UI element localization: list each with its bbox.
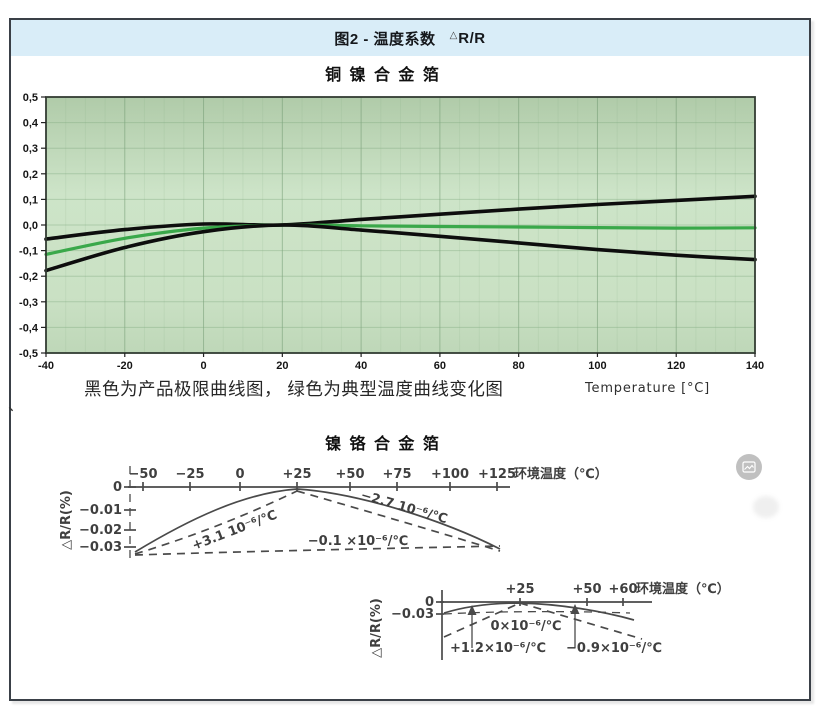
tc-label-left: +1.2×10⁻⁶/℃ xyxy=(450,641,546,656)
y-tick-label: −0.03 xyxy=(391,607,434,622)
y-tick-label: 0 xyxy=(113,480,122,495)
x-tick-label: +60 xyxy=(609,582,638,597)
delta-symbol: △ xyxy=(449,29,458,41)
dashed-baseline xyxy=(134,545,501,556)
y-tick-label: −0.02 xyxy=(79,523,122,538)
y-tick-label: -0,4 xyxy=(19,322,39,334)
nicr-chart-title: 镍 铬 合 金 箔 xyxy=(325,436,441,453)
tc-label-right: −0.9×10⁻⁶/℃ xyxy=(566,641,662,656)
nicr-upper-chart: −50 −25 0 +25 +50 +75 +100 +125 环境温度（℃） … xyxy=(59,466,608,560)
x-axis-label: 环境温度（℃） xyxy=(514,466,608,482)
y-tick-label: 0 xyxy=(425,595,434,610)
copper-chart-caption: 黑色为产品极限曲线图， 绿色为典型温度曲线变化图 xyxy=(84,379,504,399)
upper-limit-curve xyxy=(44,194,757,241)
x-tick-label: +50 xyxy=(573,582,602,597)
y-tick-marks xyxy=(124,486,136,548)
x-tick-label: 0 xyxy=(200,360,206,372)
x-tick-label: −50 xyxy=(129,467,158,482)
nicr-lower-chart: +25 +50 +60 环境温度（℃） 0 −0.03 △R/R(%) 0×10… xyxy=(369,581,730,660)
y-tick-label: 0,0 xyxy=(23,220,38,232)
x-tick-label: +125 xyxy=(478,467,516,482)
stray-punctuation-mark: 、 xyxy=(8,397,24,414)
y-tick-marks xyxy=(436,601,444,615)
dashed-level-line xyxy=(443,610,631,615)
y-tick-label: 0,5 xyxy=(23,92,38,104)
dashed-chord-right xyxy=(519,602,643,640)
dashed-chord-left xyxy=(134,490,298,555)
lower-limit-curve xyxy=(44,223,757,273)
y-tick-label: -0,2 xyxy=(19,271,38,283)
x-axis-label: 环境温度（℃） xyxy=(636,581,730,597)
broken-image-icon xyxy=(742,461,756,473)
image-overlay-badge[interactable] xyxy=(736,454,762,480)
solid-envelope-curve xyxy=(134,488,501,553)
arrow-right xyxy=(570,604,580,648)
y-tick-label: −0.01 xyxy=(79,503,122,518)
figure-title-ratio: R/R xyxy=(458,29,486,47)
x-tick-label: +100 xyxy=(431,467,469,482)
y-tick-label: 0,4 xyxy=(23,118,39,130)
x-tick-label: -20 xyxy=(117,360,133,372)
y-tick-label: -0,1 xyxy=(19,246,38,258)
scan-artifact xyxy=(753,496,779,518)
tc-label-bottom: −0.1 ×10⁻⁶/℃ xyxy=(308,534,408,549)
copper-chart-title: 铜 镍 合 金 箔 xyxy=(325,67,441,84)
copper-nickel-chart: 0,5 0,4 0,3 0,2 0,1 0,0 -0,1 -0,2 -0,3 -0,4 -0,5-4… xyxy=(19,92,764,372)
x-tick-label: +25 xyxy=(283,467,312,482)
typical-curve xyxy=(44,223,757,256)
x-tick-label: -40 xyxy=(38,360,54,372)
x-tick-label: +50 xyxy=(336,467,365,482)
figure-title: 图2 - 温度系数 xyxy=(334,30,436,48)
x-tick-label: 120 xyxy=(667,360,685,372)
dashed-chord-right xyxy=(296,490,501,552)
x-tick-label: 20 xyxy=(276,360,288,372)
temperature-axis-label: Temperature [°C] xyxy=(585,381,711,396)
y-tick-label: 0,1 xyxy=(23,194,38,206)
figure-header: 图2 - 温度系数 △ R/R xyxy=(11,20,809,56)
x-tick-label: 100 xyxy=(588,360,606,372)
arrow-left xyxy=(467,605,477,648)
y-tick-label: −0.03 xyxy=(79,540,122,555)
x-tick-label: 40 xyxy=(355,360,367,372)
y-tick-label: 0,3 xyxy=(23,143,38,155)
x-tick-label: −25 xyxy=(176,467,205,482)
x-tick-label: 0 xyxy=(235,467,244,482)
y-tick-label: 0,2 xyxy=(23,169,38,181)
x-tick-label: 140 xyxy=(746,360,764,372)
y-axis-label: △R/R(%) xyxy=(369,598,384,658)
x-tick-label: 80 xyxy=(513,360,525,372)
x-tick-label: +75 xyxy=(383,467,412,482)
x-tick-label: +25 xyxy=(506,582,535,597)
x-tick-marks xyxy=(519,598,624,606)
tc-label-mid: 0×10⁻⁶/℃ xyxy=(490,619,561,634)
y-axis-label: △R/R(%) xyxy=(59,490,74,550)
x-tick-label: 60 xyxy=(434,360,446,372)
y-tick-label: -0,5 xyxy=(19,348,38,360)
y-tick-label: -0,3 xyxy=(19,297,38,309)
tc-label-right: −2.7 10⁻⁶/℃ xyxy=(359,488,449,527)
